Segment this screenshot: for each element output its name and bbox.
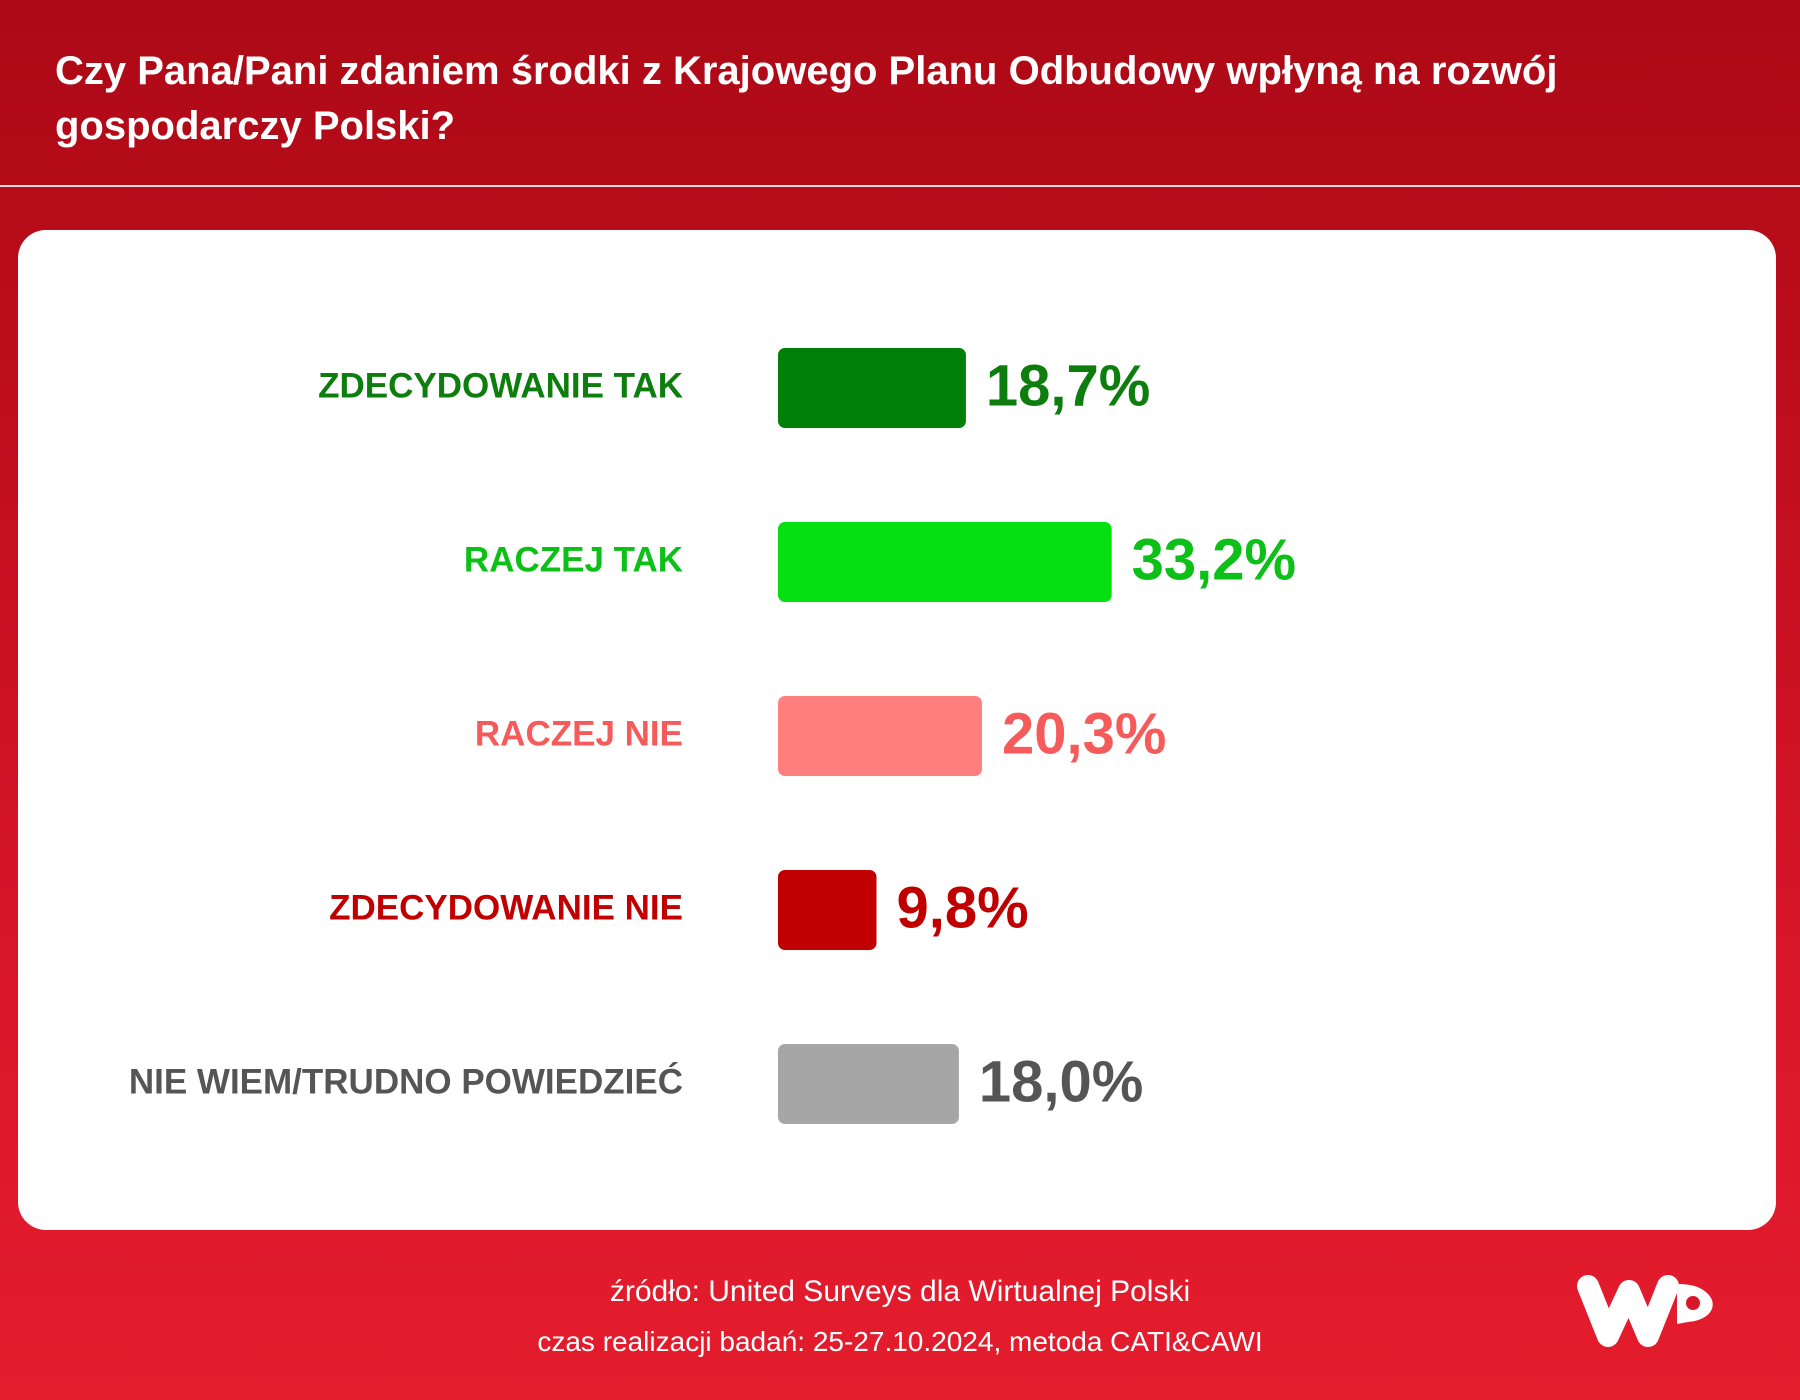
value-label: 18,0% <box>979 1049 1143 1114</box>
value-label: 18,7% <box>986 353 1150 418</box>
page-title: Czy Pana/Pani zdaniem środki z Krajowego… <box>55 49 1558 148</box>
value-label: 33,2% <box>1132 527 1296 592</box>
bar <box>778 696 983 776</box>
category-label: RACZEJ NIE <box>475 714 683 753</box>
wp-logo-icon <box>1577 1275 1713 1347</box>
header-divider <box>0 185 1800 187</box>
category-label: NIE WIEM/TRUDNO POWIEDZIEĆ <box>129 1061 683 1101</box>
value-label: 9,8% <box>896 875 1028 940</box>
source-note: źródło: United Surveys dla Wirtualnej Po… <box>609 1275 1191 1308</box>
category-label: ZDECYDOWANIE TAK <box>318 366 683 405</box>
category-label: RACZEJ TAK <box>464 540 683 579</box>
bar-chart: ZDECYDOWANIE TAK 18,7% RACZEJ TAK 33,2% RACZ… <box>129 348 1296 1124</box>
header: Czy Pana/Pani zdaniem środki z Krajowego… <box>0 0 1800 187</box>
bar <box>778 522 1112 602</box>
category-label: ZDECYDOWANIE NIE <box>329 888 683 927</box>
bar <box>778 870 877 950</box>
survey-info: czas realizacji badań: 25-27.10.2024, me… <box>537 1326 1263 1357</box>
bar <box>778 348 966 428</box>
chart-panel: ZDECYDOWANIE TAK 18,7% RACZEJ TAK 33,2% RACZ… <box>18 230 1776 1230</box>
bar <box>778 1044 959 1124</box>
value-label: 20,3% <box>1002 701 1166 766</box>
